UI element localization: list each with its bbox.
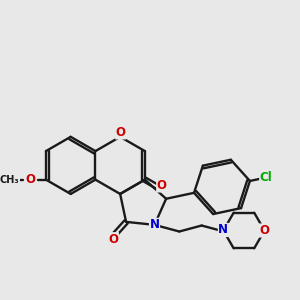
Text: O: O xyxy=(26,173,36,186)
Text: O: O xyxy=(260,224,269,237)
Text: O: O xyxy=(157,179,167,192)
Text: O: O xyxy=(116,126,126,139)
Text: Cl: Cl xyxy=(260,171,272,184)
Text: N: N xyxy=(218,224,228,236)
Text: N: N xyxy=(149,218,160,231)
Text: CH₃: CH₃ xyxy=(0,175,20,185)
Text: O: O xyxy=(108,233,118,246)
